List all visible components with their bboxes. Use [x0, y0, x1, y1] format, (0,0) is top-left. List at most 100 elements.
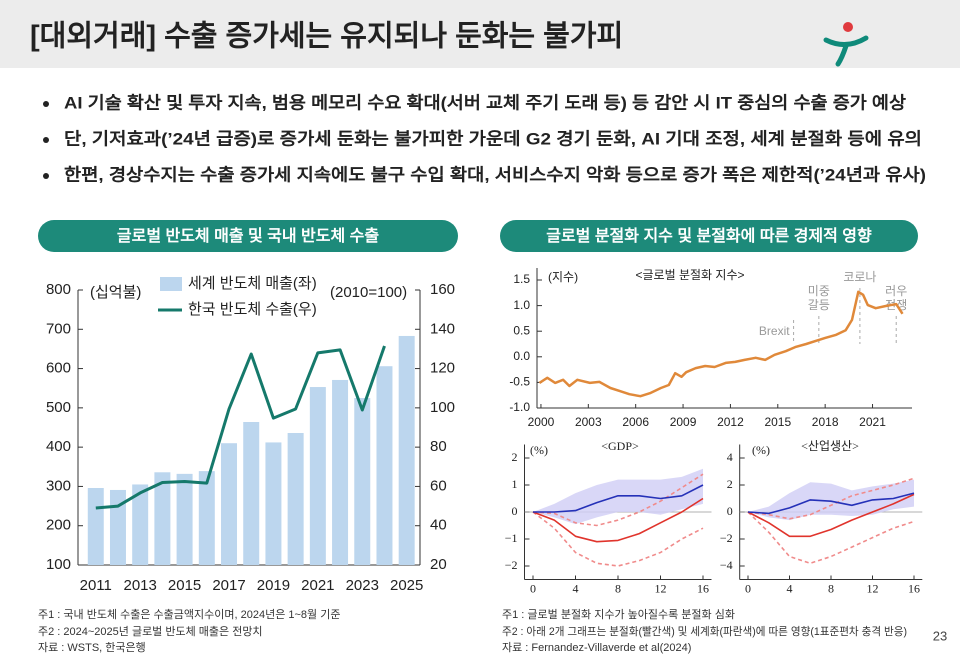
y-tick-label: 100: [46, 556, 71, 573]
y-tick-label: 2: [512, 450, 518, 464]
section-pill: [500, 220, 918, 252]
line-series: [532, 473, 704, 527]
y-tick-label: -1.0: [509, 400, 530, 414]
x-tick-label: 2021: [859, 415, 886, 429]
bar: [376, 366, 393, 565]
x-tick-label: 8: [828, 581, 834, 595]
y2-tick-label: 60: [430, 477, 447, 494]
y2-tick-label: 20: [430, 556, 447, 573]
annotation: 갈등: [808, 298, 830, 312]
y-axis-unit: (십억불): [90, 284, 141, 301]
y-tick-label: 600: [46, 360, 71, 377]
bullet-dot: [43, 137, 49, 143]
bar: [309, 387, 326, 565]
line-series: [538, 290, 904, 398]
y-tick-label: 300: [46, 477, 71, 494]
section-title: 글로벌 반도체 매출 및 국내 반도체 수출: [117, 226, 379, 245]
annotation: 코로나: [843, 270, 876, 284]
x-tick-label: 2006: [622, 415, 649, 429]
annotation: 러우: [885, 284, 907, 298]
y2-tick-label: 160: [430, 281, 455, 298]
bar: [109, 489, 126, 565]
chart-title: <산업생산>: [801, 439, 859, 453]
bar: [243, 422, 260, 565]
line-series: [747, 477, 915, 520]
x-tick-label: 2012: [717, 415, 744, 429]
note: 주2 : 2024~2025년 글로벌 반도체 매출은 전망치: [38, 625, 263, 638]
bullet-text: 단, 기저효과(’24년 급증)로 증가세 둔화는 불가피한 가운데 G2 경기…: [64, 128, 922, 148]
note: 자료 : WSTS, 한국은행: [38, 641, 146, 654]
x-tick-label: 2011: [80, 577, 112, 594]
line-series: [532, 511, 704, 567]
chart-title: <GDP>: [601, 439, 639, 453]
x-tick-label: 2017: [212, 577, 245, 594]
x-tick-label: 2000: [528, 415, 555, 429]
y-tick-label: 700: [46, 320, 71, 337]
x-tick-label: 2023: [346, 577, 379, 594]
note: 자료 : Fernandez-Villaverde et al(2024): [502, 641, 691, 654]
line-series: [747, 492, 915, 515]
bar: [132, 484, 149, 565]
bullet-dot: [43, 173, 49, 179]
line-series: [95, 345, 386, 510]
note: 주1 : 글로벌 분절화 지수가 높아질수록 분절화 심화: [502, 608, 735, 621]
x-tick-label: 2009: [670, 415, 697, 429]
bar: [87, 488, 104, 565]
y-tick-label: -0.5: [509, 375, 530, 389]
y-axis-unit: (%): [752, 443, 770, 457]
y2-axis-unit: (2010=100): [330, 284, 407, 301]
y-tick-label: −4: [720, 558, 733, 572]
bar: [332, 379, 349, 565]
legend-swatch: [160, 277, 182, 291]
y-tick-label: 0.0: [513, 349, 530, 363]
section-pill: [38, 220, 458, 252]
y2-tick-label: 100: [430, 399, 455, 416]
legend-label: 한국 반도체 수출(우): [188, 301, 317, 318]
x-tick-label: 2003: [575, 415, 602, 429]
x-tick-label: 12: [655, 581, 667, 595]
annotation: Brexit: [759, 324, 790, 338]
confidence-band: [748, 479, 914, 521]
x-tick-label: 2015: [764, 415, 791, 429]
bullet-dot: [43, 101, 49, 107]
bar: [154, 472, 171, 565]
bar: [354, 398, 371, 565]
x-tick-label: 4: [573, 581, 579, 595]
header-band: [0, 0, 960, 68]
logo: [823, 22, 869, 67]
x-tick-label: 0: [530, 581, 536, 595]
x-tick-label: 2021: [301, 577, 334, 594]
bar: [265, 442, 282, 565]
line-series: [747, 493, 915, 538]
y-tick-label: 800: [46, 281, 71, 298]
x-tick-label: 0: [745, 581, 751, 595]
bullet-text: AI 기술 확산 및 투자 지속, 범용 메모리 수요 확대(서버 교체 주기 …: [64, 93, 906, 112]
y-axis-unit: (지수): [548, 270, 578, 284]
x-tick-label: 2019: [257, 577, 290, 594]
x-tick-label: 12: [867, 581, 879, 595]
x-tick-label: 8: [615, 581, 621, 595]
chart-title: <글로벌 분절화 지수>: [635, 268, 744, 282]
line-series: [747, 511, 915, 565]
y-tick-label: 1: [512, 477, 518, 491]
bar: [176, 473, 193, 565]
annotation: 미중: [808, 284, 830, 298]
y-tick-label: 0: [512, 504, 518, 518]
x-tick-label: 2018: [812, 415, 839, 429]
y-tick-label: 4: [727, 450, 733, 464]
bar: [287, 433, 304, 565]
y-tick-label: 500: [46, 399, 71, 416]
section-title: 글로벌 분절화 지수 및 분절화에 따른 경제적 영향: [546, 226, 872, 245]
y-axis-unit: (%): [530, 443, 548, 457]
slide-title: [대외거래] 수출 증가세는 유지되나 둔화는 불가피: [30, 20, 623, 53]
line-series: [533, 484, 704, 513]
note: 주2 : 아래 2개 그래프는 분절화(빨간색) 및 세계화(파란색)에 따른 …: [502, 625, 907, 638]
y-tick-label: 0: [727, 504, 733, 518]
y-tick-label: −2: [720, 531, 733, 545]
y-tick-label: 1.0: [513, 298, 530, 312]
x-tick-label: 2015: [168, 577, 201, 594]
x-tick-label: 2025: [390, 577, 423, 594]
y2-tick-label: 40: [430, 517, 447, 534]
bar: [198, 471, 215, 565]
